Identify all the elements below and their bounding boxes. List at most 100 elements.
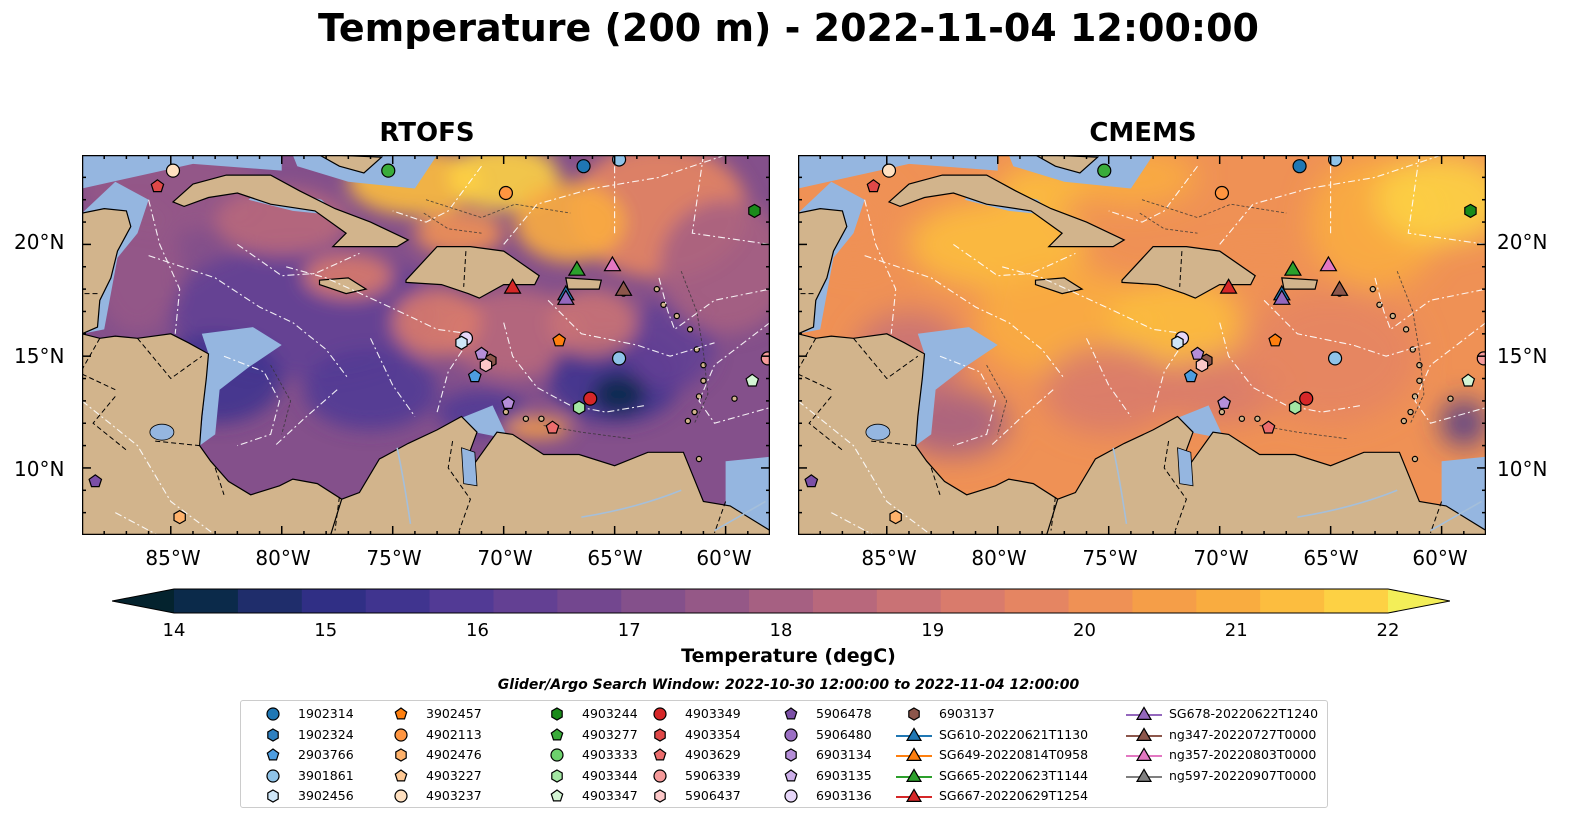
- legend-circle-icon: [784, 727, 798, 742]
- land: [798, 155, 1486, 535]
- map-marker: [1464, 203, 1477, 219]
- map-marker: [866, 179, 881, 193]
- rivers: [396, 447, 766, 532]
- legend-marker-pentagon-icon: [394, 707, 408, 720]
- lon-label-65w-right: 65°W: [1303, 546, 1359, 570]
- land: [82, 155, 770, 535]
- legend-marker-hexagon-icon: [908, 707, 920, 721]
- colorbar: [111, 588, 1451, 618]
- colorbar-tick-label: 16: [466, 620, 489, 641]
- legend-marker-pentagon-icon: [784, 768, 798, 781]
- map-marker: [1261, 420, 1276, 434]
- colorbar-segment: [876, 589, 942, 613]
- legend-label: 5906437: [685, 788, 741, 803]
- legend-marker-circle-icon: [266, 707, 280, 721]
- map-marker: [503, 278, 522, 294]
- legend-hexagon-icon: [551, 768, 563, 783]
- legend-circle-icon: [394, 789, 408, 803]
- map-marker: [556, 289, 575, 305]
- legend-marker-triangle-icon: [896, 747, 932, 761]
- legend-circle-icon: [550, 748, 564, 762]
- legend-pentagon-icon: [550, 789, 564, 802]
- figure-title: Temperature (200 m) - 2022-11-04 12:00:0…: [317, 6, 1259, 50]
- lat-label-15n-left: 15°N: [14, 344, 65, 368]
- colorbar-segment: [940, 589, 1006, 613]
- legend-marker-pentagon-icon: [550, 789, 564, 802]
- legend-hexagon-icon: [908, 707, 920, 721]
- map-marker: [1288, 400, 1302, 415]
- legend: 1902314 1902324 2903766 3901861 3902456 39024…: [240, 700, 1328, 808]
- colorbar-segment: [1004, 589, 1070, 613]
- legend-label: 3902456: [298, 788, 354, 803]
- legend-hexagon-icon: [654, 727, 666, 742]
- eez-boundaries: [798, 155, 1486, 535]
- colorbar-segment: [237, 589, 303, 613]
- legend-marker-circle-icon: [266, 768, 280, 783]
- colorbar-tick-label: 15: [314, 620, 338, 641]
- legend-circle-icon: [653, 768, 667, 783]
- map-marker: [804, 474, 819, 488]
- map-marker: [1190, 346, 1205, 360]
- colorbar-segment: [557, 589, 622, 613]
- legend-circle-icon: [266, 707, 280, 721]
- map-marker: [545, 420, 560, 434]
- lakes: [149, 423, 478, 487]
- legend-marker-pentagon-icon: [394, 768, 408, 781]
- legend-label: 6903137: [939, 706, 995, 721]
- map-marker: [479, 357, 493, 373]
- map-marker: [381, 163, 396, 178]
- map-marker: [583, 391, 598, 406]
- legend-pentagon-icon: [266, 748, 280, 761]
- map-marker: [1327, 155, 1343, 167]
- legend-marker-circle-icon: [550, 748, 564, 762]
- legend-marker-pentagon-icon: [653, 748, 667, 761]
- legend-marker-circle-icon: [784, 727, 798, 742]
- legend-label: 4903349: [685, 706, 741, 721]
- legend-label: 4903333: [582, 747, 638, 762]
- lon-label-80w-left: 80°W: [255, 546, 311, 570]
- legend-hexagon-icon: [551, 707, 563, 721]
- colorbar-tick-label: 20: [1073, 620, 1096, 641]
- lat-label-15n-right: 15°N: [1497, 344, 1548, 368]
- map-marker: [889, 509, 902, 525]
- map-frame: [82, 155, 770, 535]
- legend-label: 4903277: [582, 726, 638, 742]
- legend-label: 4903354: [685, 726, 741, 742]
- map-marker: [611, 155, 627, 167]
- legend-label: SG678-20220622T1240: [1169, 706, 1319, 721]
- colorbar-segment: [1068, 589, 1134, 613]
- map-marker: [1299, 391, 1314, 406]
- map-marker: [552, 333, 567, 347]
- legend-pentagon-icon: [784, 768, 798, 781]
- legend-label: ng347-20220727T0000: [1169, 726, 1317, 742]
- eez-boundaries: [82, 155, 770, 535]
- legend-pentagon-icon: [653, 748, 667, 761]
- legend-pentagon-icon: [550, 727, 564, 740]
- lon-label-75w-left: 75°W: [366, 546, 422, 570]
- legend-label: SG665-20220623T1144: [939, 767, 1089, 783]
- colorbar-segment: [365, 589, 431, 613]
- legend-marker-hexagon-icon: [395, 748, 407, 762]
- legend-label: 4902476: [426, 747, 482, 762]
- colorbar-segment: [749, 589, 814, 613]
- legend-circle-icon: [266, 768, 280, 783]
- legend-label: ng357-20220803T0000: [1169, 747, 1317, 762]
- legend-pentagon-icon: [784, 707, 798, 720]
- map-marker: [1195, 357, 1209, 373]
- colorbar-tick-label: 22: [1376, 620, 1400, 641]
- legend-label: 4903237: [426, 788, 482, 803]
- colorbar-segment: [1260, 589, 1325, 613]
- colorbar-segment: [621, 589, 686, 613]
- lon-label-85w-right: 85°W: [861, 546, 917, 570]
- lat-label-10n-left: 10°N: [14, 457, 65, 481]
- map-marker: [467, 369, 482, 383]
- map-marker: [173, 509, 186, 525]
- map-panel-cmems: [798, 155, 1486, 535]
- map-marker: [498, 185, 513, 201]
- map-marker: [611, 351, 627, 366]
- map-marker: [745, 373, 760, 387]
- search-window-text: Glider/Argo Search Window: 2022-10-30 12…: [497, 677, 1080, 693]
- legend-label: 6903135: [816, 767, 872, 783]
- map-marker: [1268, 333, 1283, 347]
- legend-marker-circle-icon: [394, 789, 408, 803]
